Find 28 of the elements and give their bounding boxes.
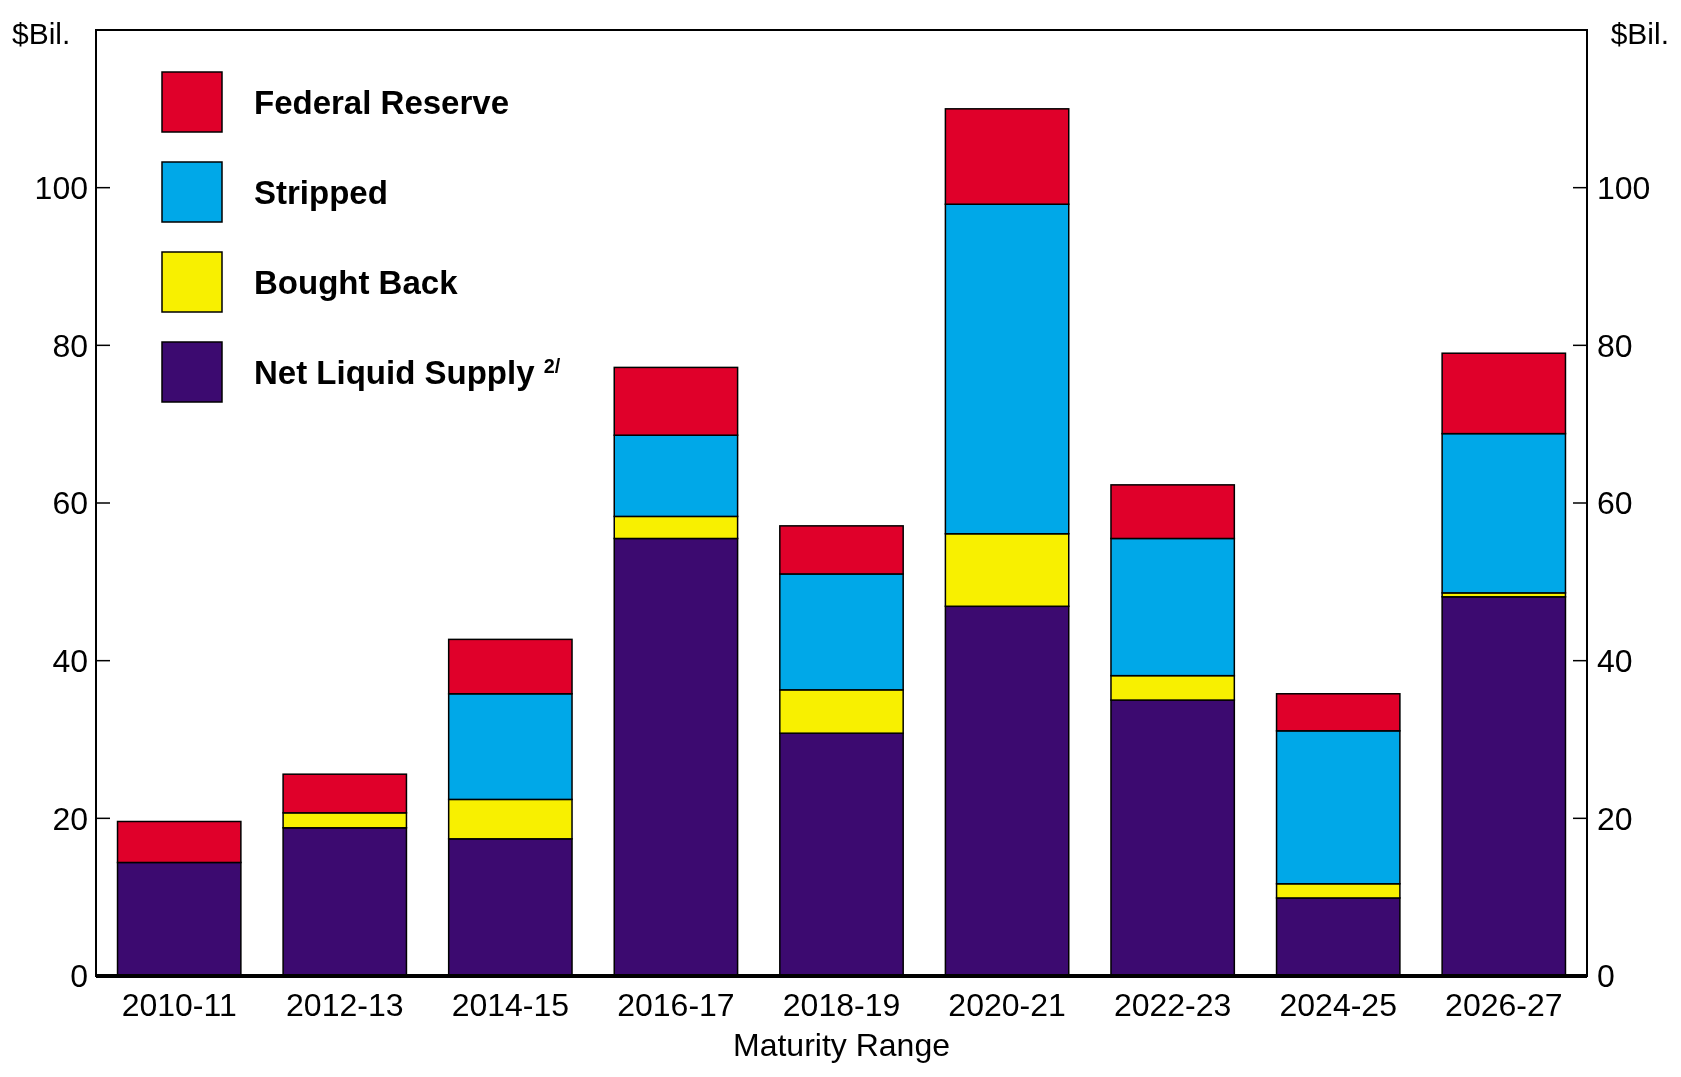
y-tick-label: 40: [52, 642, 88, 679]
y2-tick-label: 60: [1597, 485, 1633, 522]
y2-tick-label: 80: [1597, 327, 1633, 364]
y2-tick-label: 0: [1597, 958, 1615, 995]
legend-label: Stripped: [254, 173, 388, 211]
y2-tick-label: 40: [1597, 642, 1633, 679]
x-tick-label: 2010-11: [121, 987, 237, 1023]
x-tick-label: 2012-13: [286, 987, 404, 1023]
y2-tick-label: 20: [1597, 800, 1633, 837]
x-tick-label: 2018-19: [782, 987, 901, 1023]
legend-label: Federal Reserve: [254, 83, 509, 121]
x-tick-label: 2026-27: [1445, 987, 1563, 1023]
y2-tick-label: 100: [1597, 169, 1651, 206]
y-tick-label: 80: [52, 327, 88, 364]
y-tick-label: 60: [52, 485, 88, 522]
x-tick-label: 2024-25: [1279, 987, 1397, 1023]
y-tick-label: 0: [70, 958, 88, 995]
y-tick-label: 20: [52, 800, 88, 837]
x-tick-label: 2022-23: [1113, 987, 1232, 1023]
x-tick-label: 2016-17: [617, 987, 735, 1023]
y-tick-label: 100: [34, 169, 88, 206]
y-axis-title: $Bil.: [12, 17, 71, 50]
y2-axis-title: $Bil.: [1610, 17, 1669, 50]
x-axis-title: Maturity Range: [733, 1027, 950, 1063]
x-tick-label: 2020-21: [948, 987, 1066, 1023]
legend-label: Bought Back: [254, 263, 459, 301]
x-tick-label: 2014-15: [451, 987, 570, 1023]
legend-label: Net Liquid Supply $^{2/}$: [254, 353, 561, 391]
